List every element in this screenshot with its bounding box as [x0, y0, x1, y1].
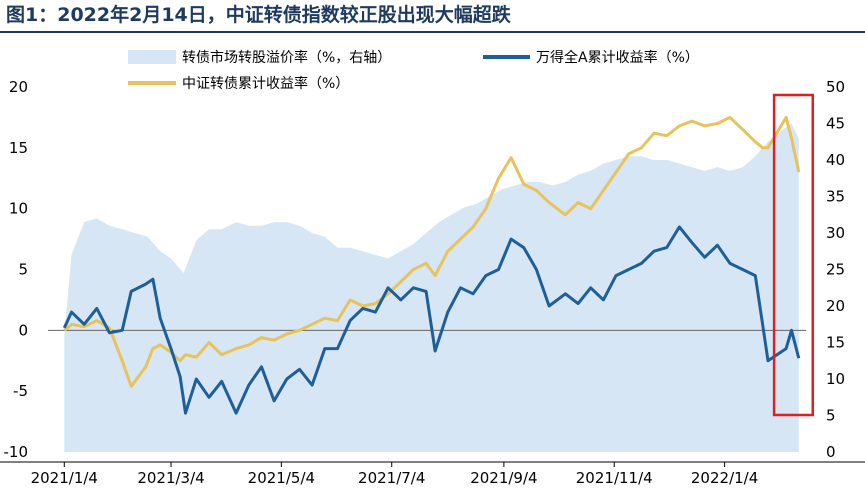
legend-label-wind: 万得全A累计收益率（%） [536, 49, 699, 66]
left-tick-label: -10 [4, 443, 29, 461]
right-tick-label: 45 [826, 115, 845, 133]
right-tick-label: 40 [826, 151, 845, 169]
left-tick-label: -5 [13, 382, 28, 400]
chart-title: 图1：2022年2月14日，中证转债指数较正股出现大幅超跌 [6, 4, 511, 26]
left-tick-label: 0 [18, 321, 28, 339]
right-tick-label: 50 [826, 78, 845, 96]
left-tick-label: 10 [9, 200, 28, 218]
line-series-layer [62, 115, 801, 415]
legend-label-premium: 转债市场转股溢价率（%，右轴） [182, 49, 391, 66]
legend-label-csi: 中证转债累计收益率（%） [182, 75, 349, 92]
left-axis-ticks: -10 -5 0 5 10 15 20 [4, 78, 29, 461]
right-tick-label: 0 [826, 443, 836, 461]
x-tick-label: 2022/1/4 [691, 469, 758, 487]
left-tick-label: 15 [9, 139, 28, 157]
highlight-box [772, 93, 815, 417]
legend-swatch-premium [128, 50, 176, 64]
right-tick-label: 25 [826, 261, 845, 279]
right-tick-label: 10 [826, 370, 845, 388]
premium-area-series [64, 123, 799, 452]
x-tick-label: 2021/11/4 [576, 469, 653, 487]
x-axis-ticks: 2021/1/4 2021/3/4 2021/5/4 2021/7/4 2021/9/4… [31, 462, 758, 487]
title-underline [0, 31, 865, 33]
wind-all-a-line [62, 225, 801, 415]
x-tick-label: 2021/9/4 [470, 469, 537, 487]
right-tick-label: 15 [826, 334, 845, 352]
right-tick-label: 30 [826, 224, 845, 242]
right-tick-label: 35 [826, 188, 845, 206]
legend: 转债市场转股溢价率（%，右轴） 万得全A累计收益率（%） 中证转债累计收益率（%） [128, 49, 699, 92]
x-tick-label: 2021/3/4 [137, 469, 204, 487]
x-tick-label: 2021/7/4 [358, 469, 425, 487]
x-tick-label: 2021/5/4 [248, 469, 315, 487]
left-tick-label: 5 [18, 261, 28, 279]
left-tick-label: 20 [9, 78, 28, 96]
x-tick-label: 2021/1/4 [31, 469, 98, 487]
right-tick-label: 5 [826, 407, 836, 425]
right-axis-ticks: 0 5 10 15 20 25 30 35 40 45 50 [826, 78, 845, 461]
premium-area-layer [64, 123, 799, 452]
right-tick-label: 20 [826, 297, 845, 315]
